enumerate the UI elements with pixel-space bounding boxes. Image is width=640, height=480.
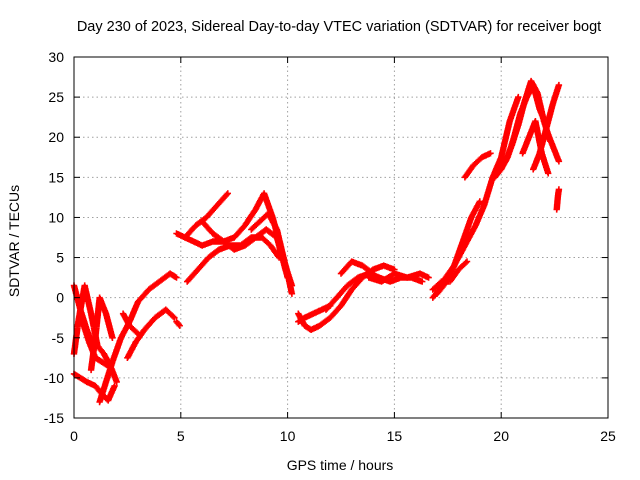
y-tick-label: 20: [48, 129, 64, 145]
series-arc-22: [433, 93, 522, 297]
y-axis-label: SDTVAR / TECUs: [6, 185, 22, 297]
x-tick-label: 25: [600, 428, 616, 444]
plot-frame: [73, 56, 609, 419]
data-point-markers: [542, 126, 563, 165]
data-point-markers: [365, 270, 432, 285]
series-arc-5: [87, 294, 116, 374]
y-tick-label: 5: [56, 250, 64, 266]
data-point-markers: [461, 150, 494, 181]
series-arc-9: [173, 318, 183, 329]
y-tick-label: -15: [44, 410, 64, 426]
y-tick-label: -5: [52, 330, 65, 346]
y-tick-label: 15: [48, 169, 64, 185]
y-tick-label: 0: [56, 290, 64, 306]
data-point-markers: [553, 186, 563, 213]
series-arc-6: [96, 270, 180, 406]
series-arc-15: [295, 262, 398, 333]
data-point-markers: [87, 294, 116, 374]
y-tick-label: 25: [48, 89, 64, 105]
data-point-markers: [119, 310, 142, 337]
series-arc-11: [181, 190, 231, 241]
y-tick-label: -10: [44, 370, 64, 386]
data-points: [70, 77, 563, 406]
chart-title: Day 230 of 2023, Sidereal Day-to-day VTE…: [77, 19, 601, 35]
axis-ticks: 0 5 10 15 20 25 -15 -10 -5 0 5 10 15 20 25 30: [44, 49, 616, 444]
x-tick-label: 20: [493, 428, 509, 444]
data-point-markers: [337, 258, 377, 277]
y-tick-label: 10: [48, 209, 64, 225]
grid-lines: [74, 57, 608, 418]
x-tick-label: 15: [387, 428, 403, 444]
series-arc-7: [124, 306, 178, 361]
series-arc-8: [119, 310, 142, 337]
data-point-markers: [181, 190, 231, 241]
x-tick-label: 5: [177, 428, 185, 444]
series-arc-28: [542, 126, 563, 165]
series-arc-29: [553, 186, 563, 213]
data-point-markers: [173, 318, 183, 329]
series-arc-23: [461, 150, 494, 181]
data-point-markers: [248, 210, 296, 289]
series-arc-14: [248, 210, 296, 289]
data-point-markers: [295, 262, 398, 333]
data-point-markers: [96, 270, 180, 406]
data-point-markers: [433, 93, 522, 297]
x-tick-label: 10: [280, 428, 296, 444]
data-point-markers: [124, 306, 178, 361]
y-tick-label: 30: [48, 49, 64, 65]
series-arc-18: [337, 258, 377, 277]
series-arc-19: [365, 270, 432, 285]
x-tick-label: 0: [70, 428, 78, 444]
x-axis-label: GPS time / hours: [287, 457, 394, 473]
